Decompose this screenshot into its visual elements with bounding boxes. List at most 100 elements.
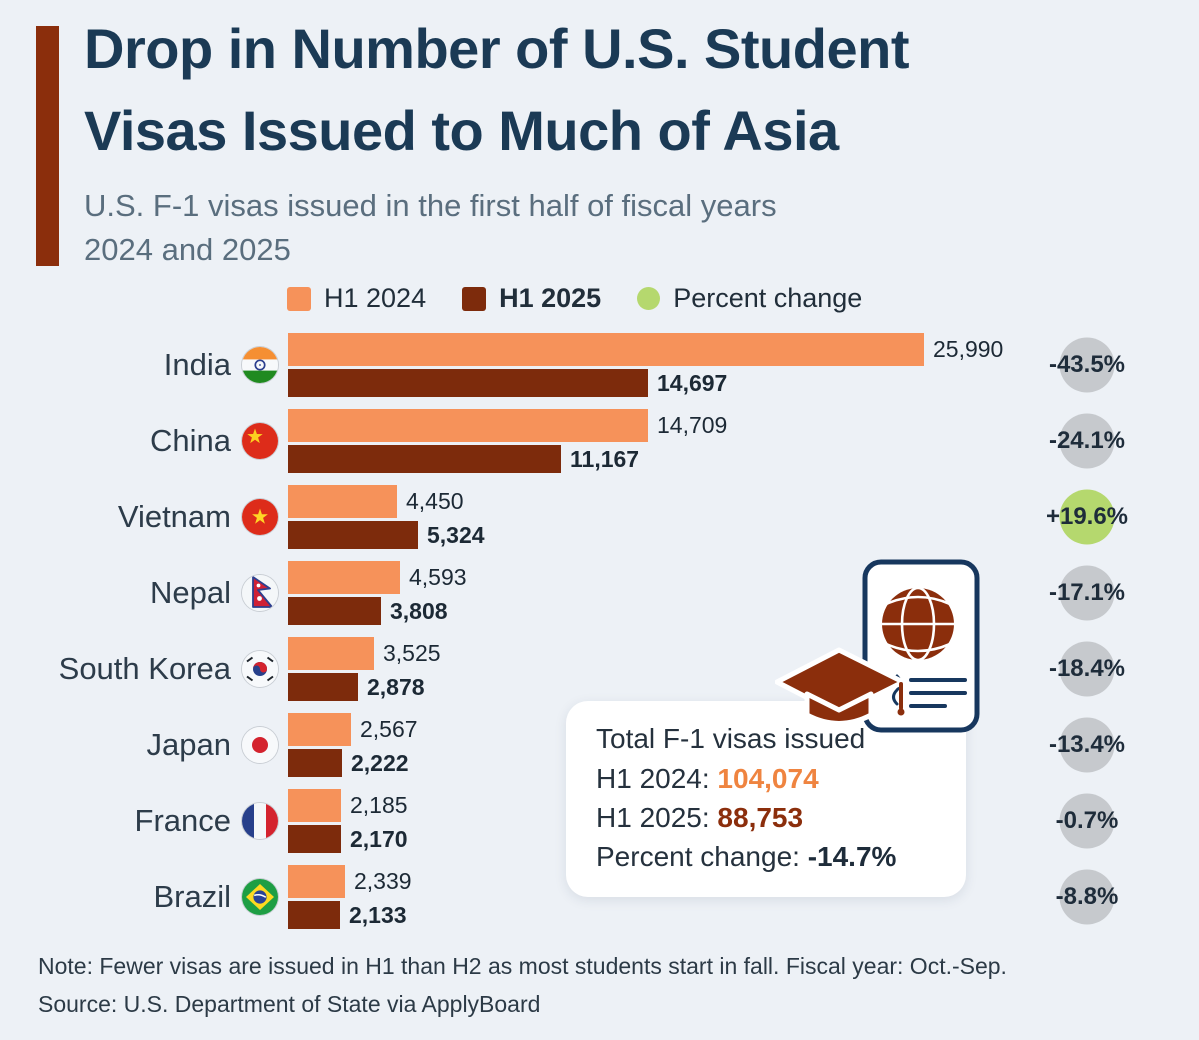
country-label: China: [36, 423, 288, 459]
bars-group: 14,709 11,167: [288, 409, 1011, 473]
percent-change-circle: [1059, 413, 1115, 469]
percent-change-circle: [1059, 489, 1115, 545]
percent-change-value: -18.4%: [1048, 655, 1126, 682]
percent-change-value: -17.1%: [1048, 579, 1126, 606]
value-label-h1-2024: 3,525: [383, 640, 441, 666]
percent-change-circle: [1059, 565, 1115, 621]
percent-change-value: +19.6%: [1045, 503, 1129, 530]
legend-item: H1 2025: [462, 283, 601, 314]
country-name: Brazil: [153, 879, 231, 914]
country-label: South Korea: [36, 651, 288, 687]
legend-swatch-h1-2024: [287, 286, 311, 311]
page-title-line2: Visas Issued to Much of Asia: [84, 98, 839, 162]
percent-change-value: -13.4%: [1048, 731, 1126, 758]
percent-change-circle: [1059, 869, 1115, 925]
india-flag-icon: [242, 347, 278, 383]
percent-change-circle: [1059, 717, 1115, 773]
value-label-h1-2024: 25,990: [933, 336, 1004, 362]
page-title-line1: Drop in Number of U.S. Student: [84, 17, 909, 80]
note-text: Note: Fewer visas are issued in H1 than …: [38, 953, 1007, 979]
japan-flag-icon: [242, 727, 278, 763]
bars-group: 2,567 2,222: [288, 713, 1011, 777]
country-label: Vietnam: [36, 499, 288, 535]
summary-label: H1 2025:: [596, 802, 718, 833]
passport-graduation-illustration: [774, 552, 990, 742]
percent-change-circle: [1059, 793, 1115, 849]
bar-line-h1-2024: 4,450: [288, 485, 1011, 518]
chart-row: Nepal 4,593 3,808 -17.1%: [36, 555, 1163, 631]
bar-h1-2024: [288, 637, 374, 670]
summary-value: -14.7%: [807, 841, 897, 872]
south-korea-flag-icon: [242, 651, 278, 687]
legend-label: H1 2025: [499, 283, 602, 313]
bar-line-h1-2024: 2,567: [288, 713, 1011, 746]
bar-line-h1-2024: 25,990: [288, 333, 1011, 366]
bar-h1-2024: [288, 409, 648, 442]
chart-row: India 25,990 14,697 -43.5%: [36, 327, 1163, 403]
bars-group: 4,450 5,324: [288, 485, 1011, 549]
bar-line-h1-2024: 14,709: [288, 409, 1011, 442]
footer: Note: Fewer visas are issued in H1 than …: [38, 948, 1007, 1024]
summary-label: Percent change:: [596, 841, 808, 872]
country-name: India: [163, 347, 231, 382]
percent-change: -18.4%: [1011, 631, 1163, 707]
country-label: France: [36, 803, 288, 839]
percent-change: -24.1%: [1011, 403, 1163, 479]
value-label-h1-2025: 14,697: [657, 369, 728, 396]
percent-change-circle: [1059, 337, 1115, 393]
bar-line-h1-2025: 2,878: [288, 673, 1011, 701]
country-name: South Korea: [58, 651, 231, 686]
bar-line-h1-2024: 2,185: [288, 789, 1011, 822]
summary-rows: H1 2024: 104,074 H1 2025: 88,753 Percent c…: [596, 763, 936, 873]
bar-line-h1-2025: 3,808: [288, 597, 1011, 625]
percent-change: -0.7%: [1011, 783, 1163, 859]
bars-group: 4,593 3,808: [288, 561, 1011, 625]
bar-h1-2024: [288, 789, 341, 822]
bar-h1-2025: [288, 369, 648, 397]
france-flag-icon: [242, 803, 278, 839]
summary-value: 88,753: [717, 802, 804, 833]
nepal-flag-icon: [242, 575, 278, 611]
bar-line-h1-2025: 5,324: [288, 521, 1011, 549]
value-label-h1-2025: 11,167: [570, 445, 640, 472]
country-name: Nepal: [150, 575, 231, 610]
subtitle-line1: U.S. F-1 visas issued in the first half …: [84, 187, 777, 223]
value-label-h1-2025: 2,133: [349, 901, 407, 928]
bars-group: 3,525 2,878: [288, 637, 1011, 701]
bar-line-h1-2024: 4,593: [288, 561, 1011, 594]
legend-item: Percent change: [637, 283, 862, 314]
value-label-h1-2025: 2,878: [367, 673, 425, 700]
summary-row: Percent change: -14.7%: [596, 841, 936, 873]
percent-change-value: -8.8%: [1055, 883, 1119, 910]
bar-h1-2025: [288, 825, 341, 853]
bar-h1-2025: [288, 445, 561, 473]
percent-change: -13.4%: [1011, 707, 1163, 783]
summary-row: H1 2025: 88,753: [596, 802, 936, 834]
globe-icon: [882, 586, 954, 662]
country-label: Brazil: [36, 879, 288, 915]
bar-h1-2024: [288, 865, 345, 898]
country-name: Japan: [146, 727, 231, 762]
header: Drop in Number of U.S. Student Visas Iss…: [84, 8, 909, 273]
summary-label: H1 2024:: [596, 763, 718, 794]
bar-line-h1-2025: 14,697: [288, 369, 1011, 397]
legend-swatch-percent-change: [637, 287, 661, 310]
title-accent-bar: [36, 26, 59, 266]
value-label-h1-2025: 5,324: [427, 521, 485, 548]
chart-row: Japan 2,567 2,222 -13.4%: [36, 707, 1163, 783]
summary-value: 104,074: [717, 763, 819, 794]
legend-item: H1 2024: [287, 283, 426, 314]
country-label: Japan: [36, 727, 288, 763]
subtitle: U.S. F-1 visas issued in the first half …: [84, 184, 909, 274]
percent-change: -8.8%: [1011, 859, 1163, 935]
chart-row: Brazil 2,339 2,133 -8.8%: [36, 859, 1163, 935]
bars-group: 25,990 14,697: [288, 333, 1011, 397]
summary-title: Total F-1 visas issued: [596, 723, 866, 754]
value-label-h1-2024: 4,450: [406, 488, 464, 514]
vietnam-flag-icon: [242, 499, 278, 535]
percent-change-circle: [1059, 641, 1115, 697]
value-label-h1-2024: 2,567: [360, 716, 418, 742]
bars-group: 2,339 2,133: [288, 865, 1011, 929]
value-label-h1-2025: 2,170: [350, 825, 408, 852]
